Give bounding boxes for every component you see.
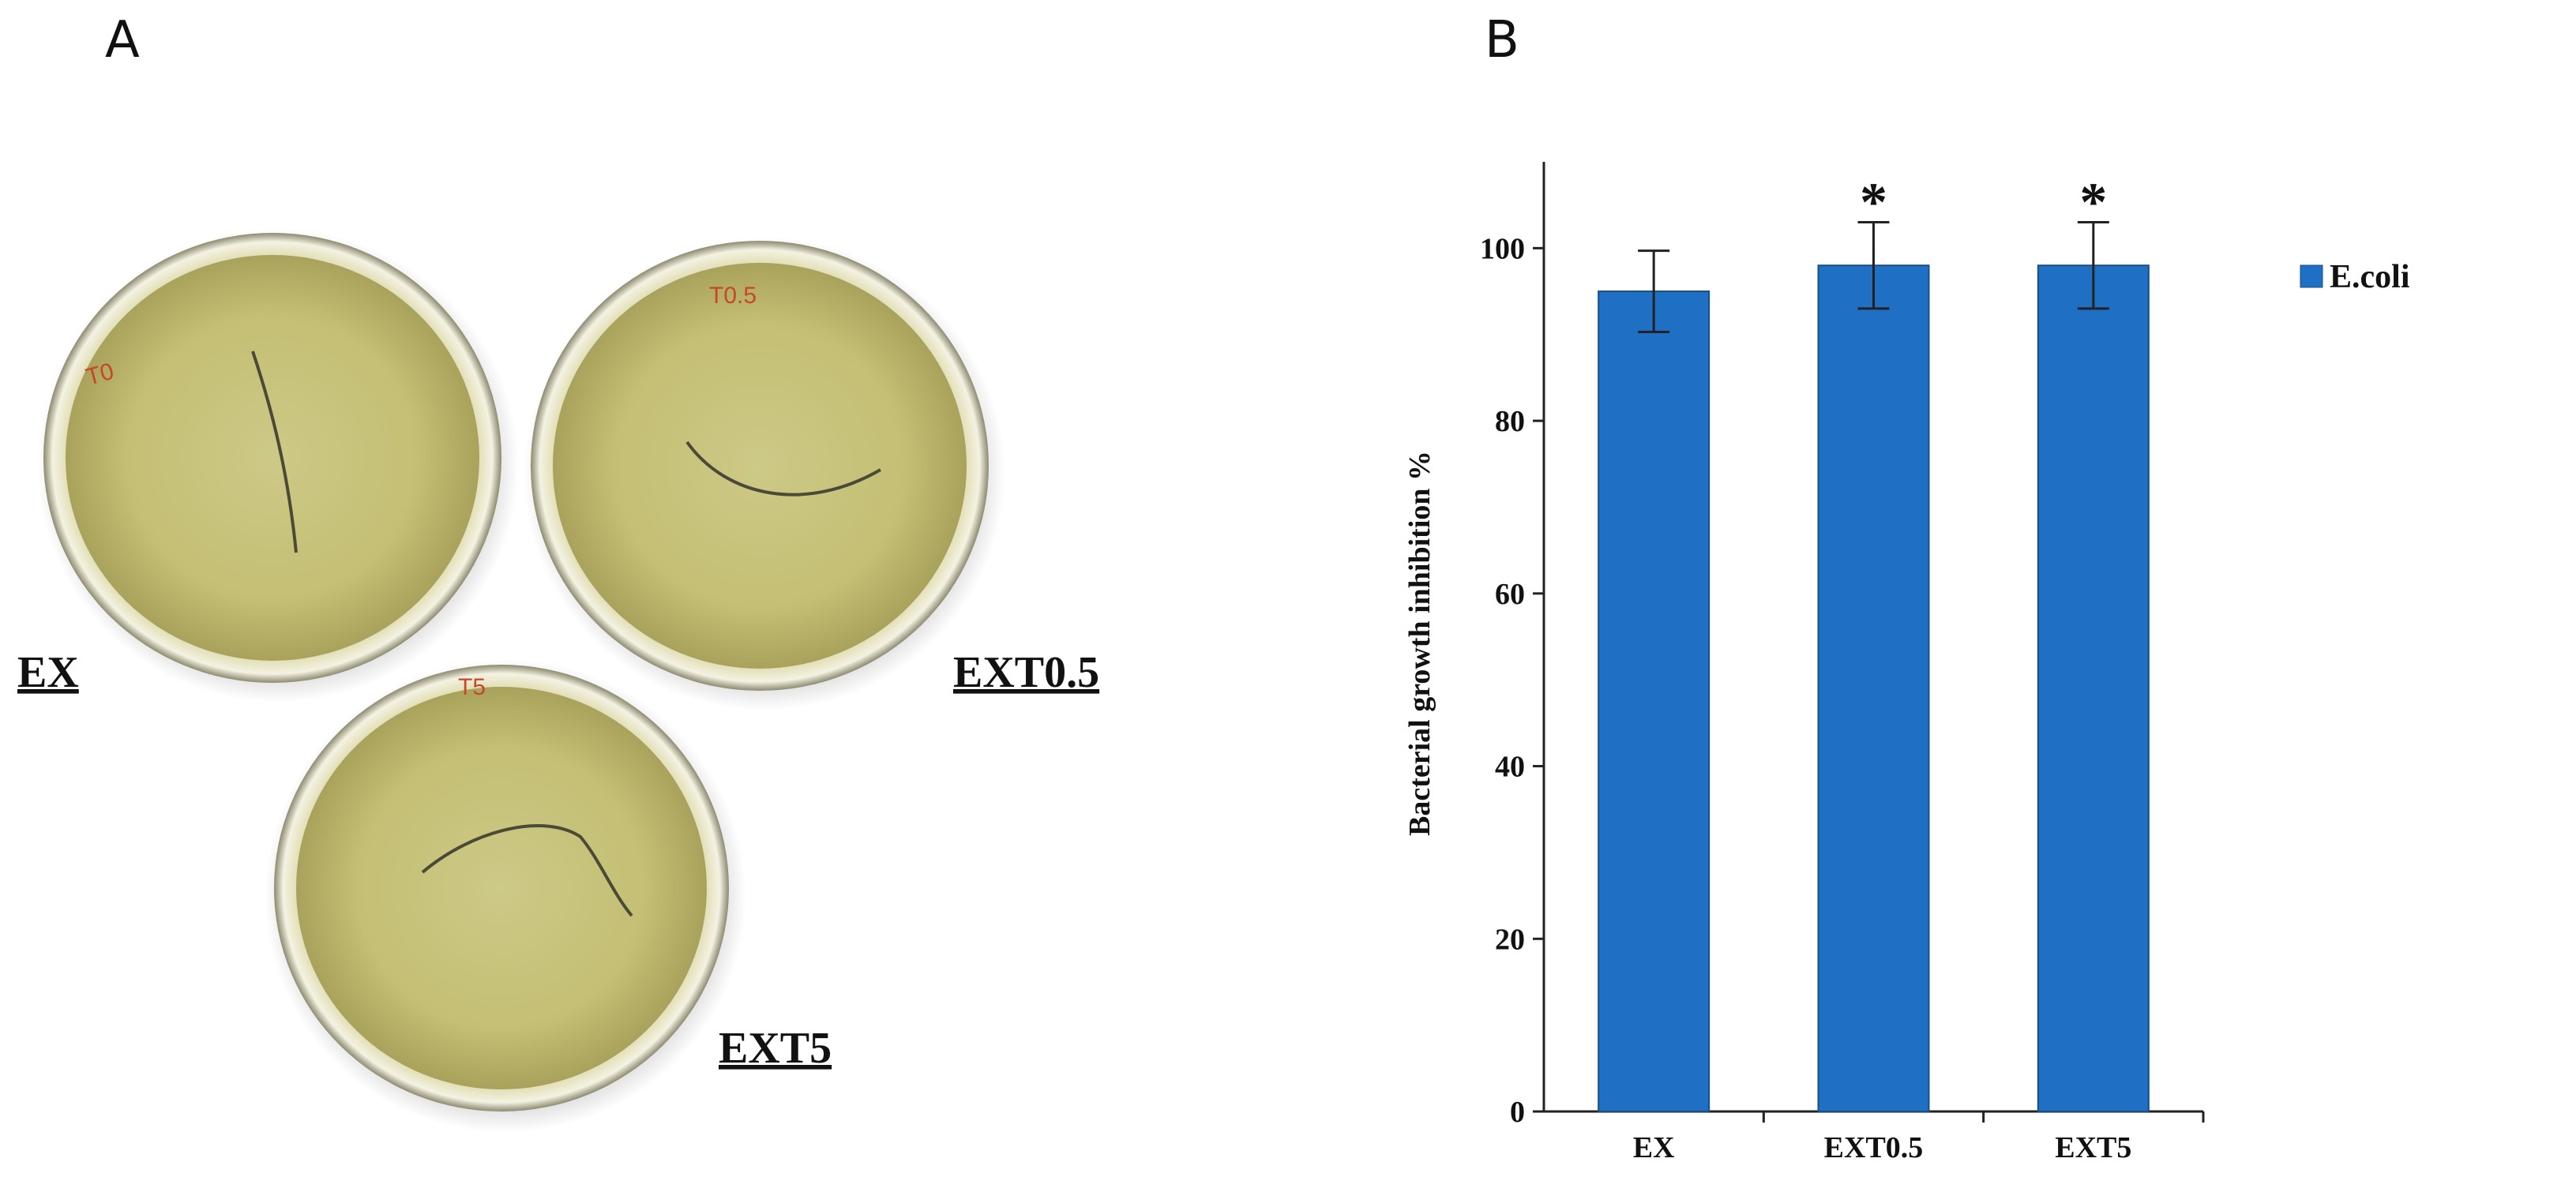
petri-dish-ext5: T5 — [265, 659, 746, 1133]
y-tick-label: 0 — [1510, 1096, 1525, 1129]
x-tick-label: EX — [1633, 1131, 1675, 1164]
panel-a-letter: A — [105, 11, 140, 69]
y-tick-label: 80 — [1495, 405, 1525, 438]
significance-star: * — [1860, 173, 1887, 234]
legend-swatch — [2300, 264, 2323, 288]
x-tick-label: EXT0.5 — [1824, 1131, 1924, 1164]
plate-label-ext0-5: EXT0.5 — [953, 648, 1099, 697]
plate-mark-t5: T5 — [458, 674, 486, 700]
y-tick-label: 40 — [1495, 751, 1525, 784]
legend-label: E.coli — [2330, 259, 2410, 295]
petri-dish-ext0-5: T0.5 — [524, 237, 1005, 710]
bar-ext5 — [2037, 264, 2150, 1113]
panel-b-chart: B Bacterial growth inhibition % 0 20 40 60 8… — [1403, 11, 2410, 1164]
bar-ex — [1598, 291, 1710, 1113]
plate-label-ext5: EXT5 — [719, 1024, 832, 1073]
y-tick-label: 60 — [1495, 578, 1525, 611]
significance-star: * — [2079, 173, 2107, 234]
panel-b-letter: B — [1485, 11, 1519, 69]
x-tick-label: EXT5 — [2055, 1131, 2131, 1164]
plate-label-ex: EX — [17, 648, 79, 697]
plate-mark-t0-5: T0.5 — [709, 283, 757, 309]
y-tick-label: 20 — [1495, 923, 1525, 956]
bar-ext0-5 — [1817, 264, 1930, 1113]
panel-a-photo: A T0 T0.5 — [17, 11, 1099, 1133]
y-tick-label: 100 — [1480, 232, 1525, 265]
y-axis-title: Bacterial growth inhibition % — [1403, 451, 1436, 836]
petri-dish-ex: T0 — [37, 229, 519, 703]
chart-plot-area: 0 20 40 60 80 100 EX * EXT0.5 * EXT5 — [1480, 162, 2205, 1164]
legend: E.coli — [2300, 259, 2410, 295]
